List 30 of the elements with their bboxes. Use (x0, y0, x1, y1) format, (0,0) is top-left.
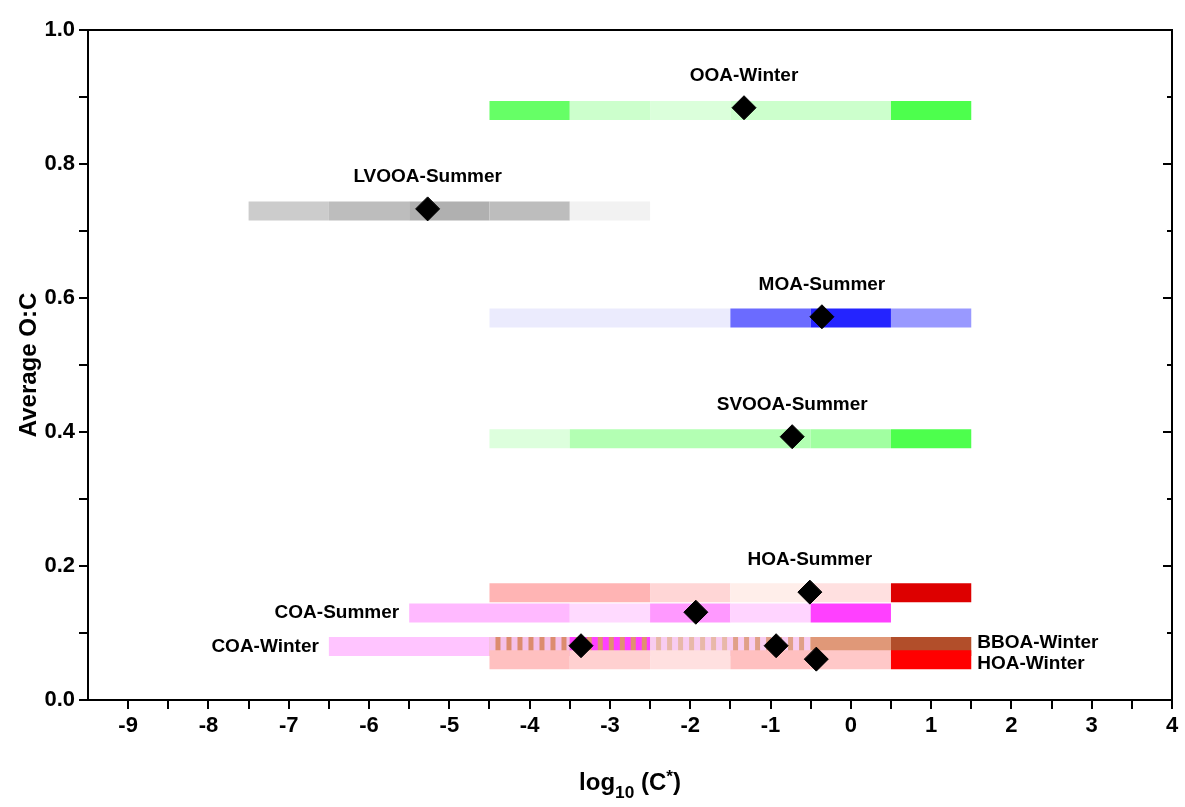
x-tick-label: -8 (198, 712, 219, 738)
x-tick-label: -1 (760, 712, 781, 738)
x-tick-label: 4 (1165, 712, 1179, 738)
x-tick-label: 3 (1085, 712, 1098, 738)
annotation: OOA-Winter (689, 63, 799, 85)
x-tick-label: -4 (519, 712, 541, 738)
x-tick-label: -7 (278, 712, 299, 738)
x-tick-label: -6 (359, 712, 379, 738)
annotation: COA-Winter (211, 634, 320, 656)
x-tick-label: 0 (844, 712, 857, 738)
y-tick-label: 0.0 (44, 686, 75, 712)
annotation: BBOA-Winter (977, 630, 1100, 652)
x-tick-label: -3 (600, 712, 620, 738)
x-tick-label: 2 (1005, 712, 1018, 738)
annotation: HOA-Summer (747, 548, 873, 570)
x-tick-label: -2 (680, 712, 700, 738)
annotation: SVOOA-Summer (716, 392, 869, 414)
y-axis-title: Average O:C (14, 292, 41, 438)
x-tick-label: -9 (118, 712, 138, 738)
annotation: COA-Summer (274, 601, 400, 623)
y-tick-label: 0.6 (44, 284, 75, 310)
y-tick-label: 0.4 (44, 418, 76, 444)
annotation: LVOOA-Summer (353, 165, 503, 187)
y-tick-label: 0.8 (44, 150, 75, 176)
y-tick-label: 0.2 (44, 552, 75, 578)
x-tick-label: 1 (924, 712, 938, 738)
x-tick-label: -5 (439, 712, 460, 738)
annotation: HOA-Winter (977, 651, 1086, 673)
annotation: MOA-Summer (758, 272, 886, 294)
y-tick-label: 1.0 (44, 16, 75, 42)
